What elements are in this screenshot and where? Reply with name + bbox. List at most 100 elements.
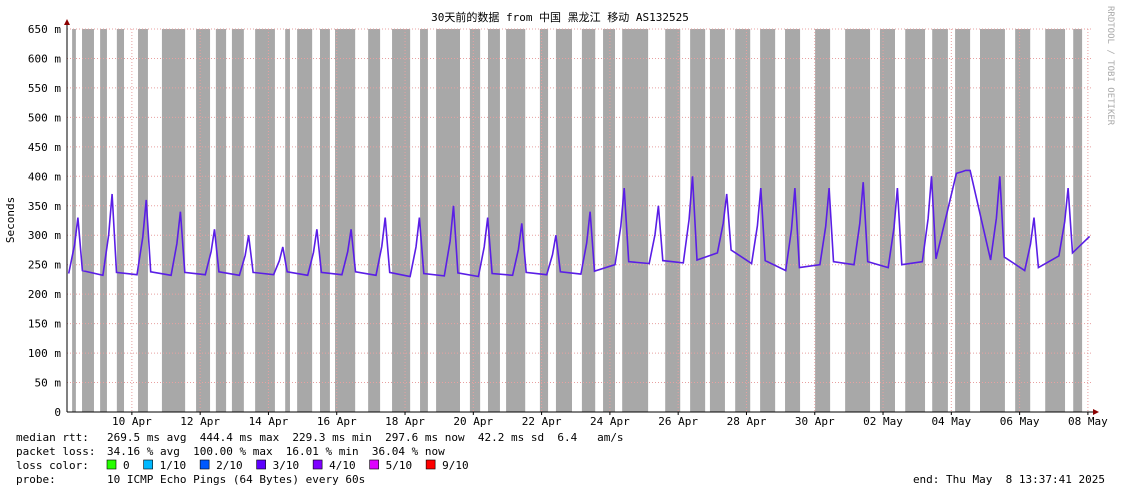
y-tick-label: 650 m [28,23,61,36]
legend-swatch [143,459,153,470]
loss-band [539,29,549,412]
loss-band [72,29,76,412]
loss-band [603,29,616,412]
legend-label: loss color: [16,459,89,472]
y-tick-label: 500 m [28,111,61,124]
loss-band [932,29,948,412]
watermark: RRDTOOL / TOBI OETIKER [1105,6,1115,126]
loss-band [436,29,460,412]
loss-band [955,29,971,412]
x-tick-label: 02 May [863,415,903,428]
legend-entry: 5/10 [386,459,413,472]
x-tick-label: 20 Apr [453,415,493,428]
y-tick-label: 600 m [28,52,61,65]
loss-band [161,29,186,412]
loss-band [368,29,381,412]
x-tick-label: 26 Apr [658,415,698,428]
legend-swatch [369,459,379,470]
loss-band [420,29,428,412]
loss-band [1015,29,1031,412]
loss-band [735,29,751,412]
plot [67,28,1092,413]
legend-entry: 4/10 [329,459,356,472]
loss-band [690,29,706,412]
loss-band [231,29,244,412]
loss-band [815,29,831,412]
x-tick-label: 22 Apr [522,415,562,428]
loss-band [845,29,871,412]
loss-band [196,29,211,412]
x-tick-label: 12 Apr [180,415,220,428]
x-tick-label: 14 Apr [249,415,289,428]
y-tick-label: 200 m [28,288,61,301]
legend-entry: 2/10 [216,459,243,472]
loss-band [215,29,227,412]
loss-band [665,29,681,412]
y-tick-label: 150 m [28,318,61,331]
y-tick-label: 550 m [28,82,61,95]
y-tick-label: 0 [54,406,61,419]
x-tick-label: 08 May [1068,415,1108,428]
loss-band [469,29,481,412]
x-tick-label: 18 Apr [385,415,425,428]
x-tick-label: 28 Apr [727,415,767,428]
loss-band [905,29,926,412]
loss-band [1073,29,1083,412]
median-line [67,169,1091,278]
loss-band [100,29,107,412]
legend-swatch [256,459,266,470]
loss-band [320,29,330,412]
legend: 0 1/10 2/10 3/10 4/10 5/10 9/10 [106,459,469,472]
stat-label: median rtt: [16,431,89,444]
stat-label: packet loss: [16,445,95,458]
probe-text: 10 ICMP Echo Pings (64 Bytes) every 60s [107,473,365,486]
y-tick-label: 450 m [28,141,61,154]
y-tick-label: 100 m [28,347,61,360]
x-tick-label: 30 Apr [795,415,835,428]
y-tick-label: 50 m [35,377,62,390]
loss-band [297,29,313,412]
loss-band [285,29,290,412]
loss-band [506,29,526,412]
legend-swatch [312,459,323,470]
loss-band [335,29,356,412]
x-tick-label: 24 Apr [590,415,630,428]
loss-band [138,29,148,412]
legend-entry: 3/10 [273,459,300,472]
axis-arrow [64,19,70,25]
loss-band [709,29,725,412]
legend-entry: 9/10 [442,459,469,472]
loss-band [82,29,94,412]
x-tick-label: 16 Apr [317,415,357,428]
y-tick-label: 300 m [28,229,61,242]
legend-swatch [199,459,210,470]
legend-swatch [106,459,117,470]
y-axis-label: Seconds [4,197,17,243]
y-tick-label: 400 m [28,170,61,183]
loss-band [980,29,1005,412]
loss-band [760,29,776,412]
legend-entry: 0 [123,459,130,472]
chart-title: 30天前的数据 from 中国 黑龙江 移动 AS132525 [431,10,689,24]
y-tick-label: 350 m [28,200,61,213]
x-tick-label: 06 May [1000,415,1040,428]
axis-arrow [1093,409,1099,415]
legend-swatch [425,459,436,470]
end-time: end: Thu May 8 13:37:41 2025 [913,473,1105,486]
loss-band [255,29,275,412]
loss-band [555,29,572,412]
legend-entry: 1/10 [160,459,187,472]
loss-band [879,29,895,412]
loss-band [1045,29,1066,412]
stat-text: 34.16 % avg 100.00 % max 16.01 % min 36.… [107,445,445,458]
stat-text: 269.5 ms avg 444.4 ms max 229.3 ms min 2… [107,431,624,444]
y-tick-label: 250 m [28,259,61,272]
x-tick-label: 04 May [931,415,971,428]
loss-band [392,29,411,412]
probe-label: probe: [16,473,56,486]
x-tick-label: 10 Apr [112,415,152,428]
loss-band [487,29,500,412]
loss-band [116,29,125,412]
